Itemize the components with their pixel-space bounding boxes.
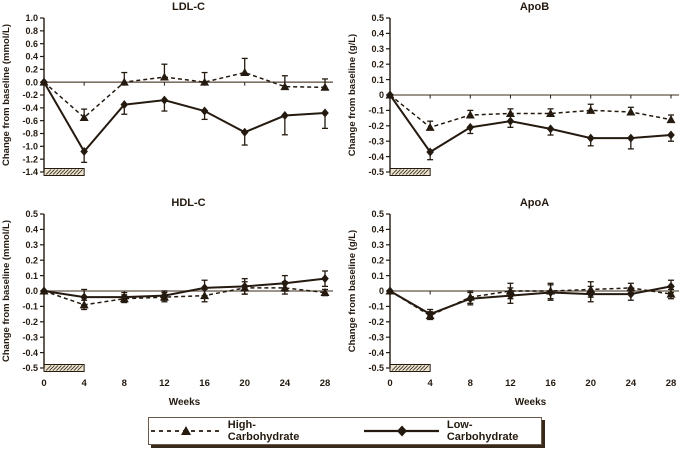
svg-text:-0.5: -0.5 — [22, 363, 38, 373]
chart-apob: ApoB Change from baseline (g/L) 0.5 0.4 0.3 0… — [346, 0, 689, 201]
svg-text:Change from baseline (g/L): Change from baseline (g/L) — [347, 230, 358, 352]
svg-text:4: 4 — [427, 378, 433, 389]
svg-text:0.4: 0.4 — [25, 52, 38, 62]
svg-text:0: 0 — [378, 90, 383, 100]
svg-text:24: 24 — [625, 378, 636, 389]
svg-text:0: 0 — [378, 286, 383, 296]
svg-text:-0.2: -0.2 — [368, 317, 384, 327]
diamond-marker-icon — [363, 425, 439, 437]
svg-text:0.8: 0.8 — [25, 26, 38, 36]
svg-text:20: 20 — [585, 378, 596, 389]
svg-text:-1.2: -1.2 — [22, 154, 38, 164]
svg-text:-0.4: -0.4 — [368, 152, 384, 162]
svg-text:-0.4: -0.4 — [22, 103, 38, 113]
svg-text:-0.3: -0.3 — [22, 332, 38, 342]
chart-ldl-c: LDL-C Change from baseline (mmol/L) 1.0 0.8… — [0, 0, 344, 201]
chart-hdl-c: HDL-C Change from baseline (mmol/L) 0.5 0.4… — [0, 196, 344, 416]
svg-text:ApoA: ApoA — [519, 197, 548, 209]
svg-text:Change from baseline (g/L): Change from baseline (g/L) — [347, 34, 358, 156]
svg-text:Weeks: Weeks — [169, 397, 201, 408]
svg-text:0.0: 0.0 — [25, 286, 38, 296]
svg-text:0.1: 0.1 — [25, 271, 38, 281]
svg-text:-0.4: -0.4 — [22, 348, 38, 358]
svg-text:-0.5: -0.5 — [368, 363, 384, 373]
svg-text:-0.8: -0.8 — [22, 129, 38, 139]
svg-text:0.3: 0.3 — [371, 240, 384, 250]
legend: High-Carbohydrate Low-Carbohydrate — [147, 417, 542, 445]
svg-text:0.4: 0.4 — [371, 29, 384, 39]
svg-text:20: 20 — [239, 378, 250, 389]
svg-text:0.2: 0.2 — [25, 65, 38, 75]
svg-text:-0.6: -0.6 — [22, 116, 38, 126]
svg-text:16: 16 — [199, 378, 210, 389]
svg-text:0.1: 0.1 — [371, 75, 384, 85]
svg-text:12: 12 — [159, 378, 170, 389]
svg-text:0.3: 0.3 — [371, 44, 384, 54]
svg-text:0.4: 0.4 — [25, 225, 38, 235]
legend-label-low-carbohydrate: Low-Carbohydrate — [446, 419, 519, 443]
svg-text:0: 0 — [41, 378, 46, 389]
svg-text:0.2: 0.2 — [371, 59, 384, 69]
svg-text:-0.4: -0.4 — [368, 348, 384, 358]
svg-text:28: 28 — [665, 378, 676, 389]
svg-text:0.1: 0.1 — [371, 271, 384, 281]
chart-apoa: ApoA Change from baseline (g/L) 0.5 0.4 0.3 0… — [346, 196, 689, 416]
svg-text:1.0: 1.0 — [25, 13, 38, 23]
svg-text:0.4: 0.4 — [371, 225, 384, 235]
svg-text:-1.0: -1.0 — [22, 142, 38, 152]
svg-text:12: 12 — [505, 378, 516, 389]
svg-text:ApoB: ApoB — [519, 1, 548, 13]
svg-text:-0.2: -0.2 — [22, 317, 38, 327]
svg-text:-0.2: -0.2 — [22, 90, 38, 100]
svg-text:-0.1: -0.1 — [368, 302, 384, 312]
svg-text:24: 24 — [280, 378, 291, 389]
svg-text:0.5: 0.5 — [25, 209, 38, 219]
svg-text:0.2: 0.2 — [25, 255, 38, 265]
triangle-marker-icon — [150, 426, 220, 435]
svg-text:0.2: 0.2 — [371, 255, 384, 265]
svg-text:HDL-C: HDL-C — [171, 197, 205, 209]
legend-item-low-carbohydrate: Low-Carbohydrate — [362, 419, 541, 443]
svg-text:28: 28 — [320, 378, 331, 389]
svg-text:16: 16 — [545, 378, 556, 389]
svg-text:-0.2: -0.2 — [368, 121, 384, 131]
svg-text:LDL-C: LDL-C — [172, 1, 205, 13]
svg-text:Change from baseline (mmol/L): Change from baseline (mmol/L) — [1, 220, 12, 362]
svg-text:-0.3: -0.3 — [368, 332, 384, 342]
svg-text:0: 0 — [387, 378, 392, 389]
svg-text:Change from baseline (mmol/L): Change from baseline (mmol/L) — [1, 24, 12, 166]
svg-text:0.5: 0.5 — [371, 209, 384, 219]
svg-text:8: 8 — [122, 378, 127, 389]
legend-label-high-carbohydrate: High-Carbohydrate — [227, 419, 300, 443]
svg-text:0.6: 0.6 — [25, 39, 38, 49]
svg-text:-0.1: -0.1 — [368, 106, 384, 116]
svg-text:-1.4: -1.4 — [22, 167, 38, 177]
svg-text:Weeks: Weeks — [514, 397, 546, 408]
svg-text:-0.5: -0.5 — [368, 167, 384, 177]
svg-text:0.0: 0.0 — [25, 77, 38, 87]
svg-text:-0.3: -0.3 — [368, 136, 384, 146]
svg-text:4: 4 — [81, 378, 87, 389]
legend-item-high-carbohydrate: High-Carbohydrate — [149, 419, 324, 443]
svg-text:8: 8 — [467, 378, 472, 389]
svg-text:-0.1: -0.1 — [22, 302, 38, 312]
svg-text:0.3: 0.3 — [25, 240, 38, 250]
svg-text:0.5: 0.5 — [371, 13, 384, 23]
